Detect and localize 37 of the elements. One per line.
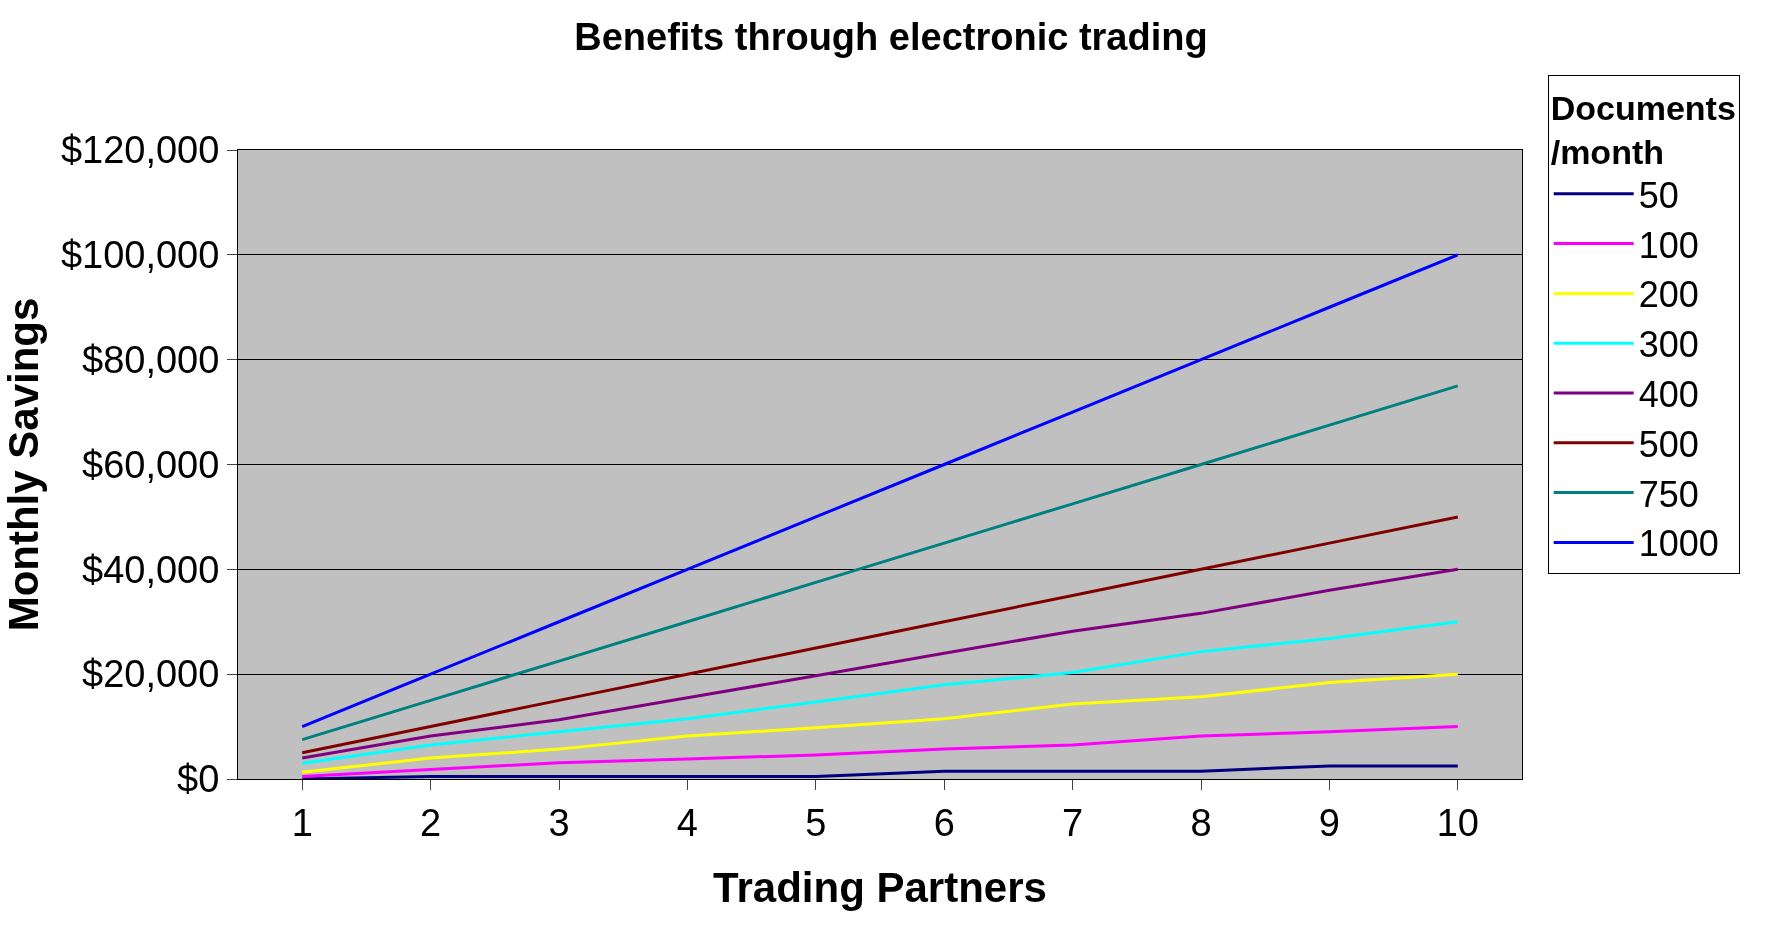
legend-label: 1000 <box>1638 523 1719 565</box>
x-tick-label: 4 <box>676 801 698 844</box>
x-tick-label: 1 <box>291 801 313 844</box>
y-tick-label: $0 <box>177 758 220 801</box>
line-series <box>300 725 1460 778</box>
y-axis-title: Monthly Savings <box>0 297 47 632</box>
chart-title: Benefits through electronic trading <box>574 15 1208 58</box>
line-series <box>300 764 1460 779</box>
y-tick-label: $100,000 <box>60 234 220 277</box>
x-tick-label: 9 <box>1318 801 1340 844</box>
x-tick-label: 6 <box>933 801 955 844</box>
x-tick-label: 2 <box>420 801 442 844</box>
y-tick-label: $20,000 <box>82 653 220 696</box>
x-tick-label: 7 <box>1062 801 1084 844</box>
legend-label: 200 <box>1638 274 1699 316</box>
x-tick-label: 3 <box>548 801 570 844</box>
line-series <box>300 672 1460 774</box>
line-series <box>300 620 1460 765</box>
x-tick-label: 5 <box>805 801 827 844</box>
legend-label: 300 <box>1638 324 1699 366</box>
legend-label: 100 <box>1638 224 1699 266</box>
x-axis-title: Trading Partners <box>713 864 1047 912</box>
legend-label: 500 <box>1638 423 1699 465</box>
y-tick-label: $120,000 <box>60 129 220 172</box>
legend-label: 750 <box>1638 473 1699 515</box>
line-series <box>300 253 1460 729</box>
legend-title: Documents /month <box>1550 88 1736 171</box>
line-series <box>300 515 1460 755</box>
y-tick-label: $40,000 <box>82 548 220 591</box>
x-tick-label: 8 <box>1190 801 1212 844</box>
line-series <box>300 384 1460 742</box>
y-tick-label: $60,000 <box>82 443 220 486</box>
y-tick-label: $80,000 <box>82 338 220 381</box>
legend-label: 50 <box>1638 174 1679 216</box>
legend-label: 400 <box>1638 374 1699 416</box>
x-tick-label: 10 <box>1436 801 1479 844</box>
line-series <box>300 567 1460 760</box>
